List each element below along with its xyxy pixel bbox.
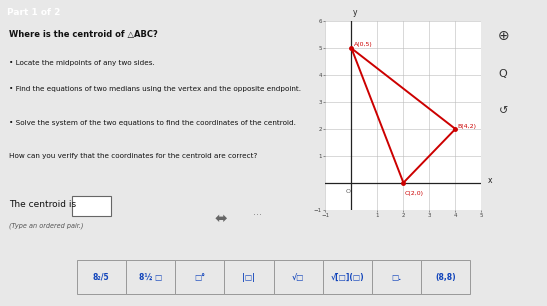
Text: x: x bbox=[488, 176, 492, 185]
FancyBboxPatch shape bbox=[126, 260, 175, 294]
FancyBboxPatch shape bbox=[323, 260, 372, 294]
Text: O: O bbox=[346, 189, 351, 194]
Text: (8,8): (8,8) bbox=[435, 273, 456, 282]
Text: • Find the equations of two medians using the vertex and the opposite endpoint.: • Find the equations of two medians usin… bbox=[9, 86, 301, 92]
FancyBboxPatch shape bbox=[175, 260, 224, 294]
Text: √[□](□): √[□](□) bbox=[330, 273, 364, 282]
Text: 8½ □: 8½ □ bbox=[139, 273, 162, 282]
Text: (Type an ordered pair.): (Type an ordered pair.) bbox=[9, 222, 83, 229]
Text: Part 1 of 2: Part 1 of 2 bbox=[7, 8, 60, 17]
Text: |□|: |□| bbox=[242, 273, 255, 282]
FancyBboxPatch shape bbox=[421, 260, 470, 294]
FancyBboxPatch shape bbox=[72, 196, 110, 216]
Text: C(2,0): C(2,0) bbox=[405, 191, 424, 196]
Text: ⬌: ⬌ bbox=[215, 211, 228, 226]
Text: B(4,2): B(4,2) bbox=[457, 124, 476, 129]
FancyBboxPatch shape bbox=[274, 260, 323, 294]
Text: ↺: ↺ bbox=[498, 106, 508, 116]
FancyBboxPatch shape bbox=[224, 260, 274, 294]
Text: 8₂/5: 8₂/5 bbox=[93, 273, 109, 282]
FancyBboxPatch shape bbox=[77, 260, 126, 294]
FancyBboxPatch shape bbox=[372, 260, 421, 294]
Text: How can you verify that the coordinates for the centroid are correct?: How can you verify that the coordinates … bbox=[9, 153, 257, 159]
Text: √□: √□ bbox=[292, 273, 304, 282]
Text: ⊕: ⊕ bbox=[497, 29, 509, 43]
Text: • Locate the midpoints of any two sides.: • Locate the midpoints of any two sides. bbox=[9, 60, 154, 66]
Text: Q: Q bbox=[499, 69, 508, 79]
Text: □.: □. bbox=[392, 273, 401, 282]
Text: □°: □° bbox=[194, 273, 205, 282]
Text: The centroid is: The centroid is bbox=[9, 200, 76, 209]
Text: • Solve the system of the two equations to find the coordinates of the centroid.: • Solve the system of the two equations … bbox=[9, 120, 295, 126]
Text: y: y bbox=[352, 8, 357, 17]
Text: ···: ··· bbox=[253, 210, 261, 220]
Text: Where is the centroid of △ABC?: Where is the centroid of △ABC? bbox=[9, 30, 158, 39]
Text: A(0,5): A(0,5) bbox=[353, 42, 373, 47]
